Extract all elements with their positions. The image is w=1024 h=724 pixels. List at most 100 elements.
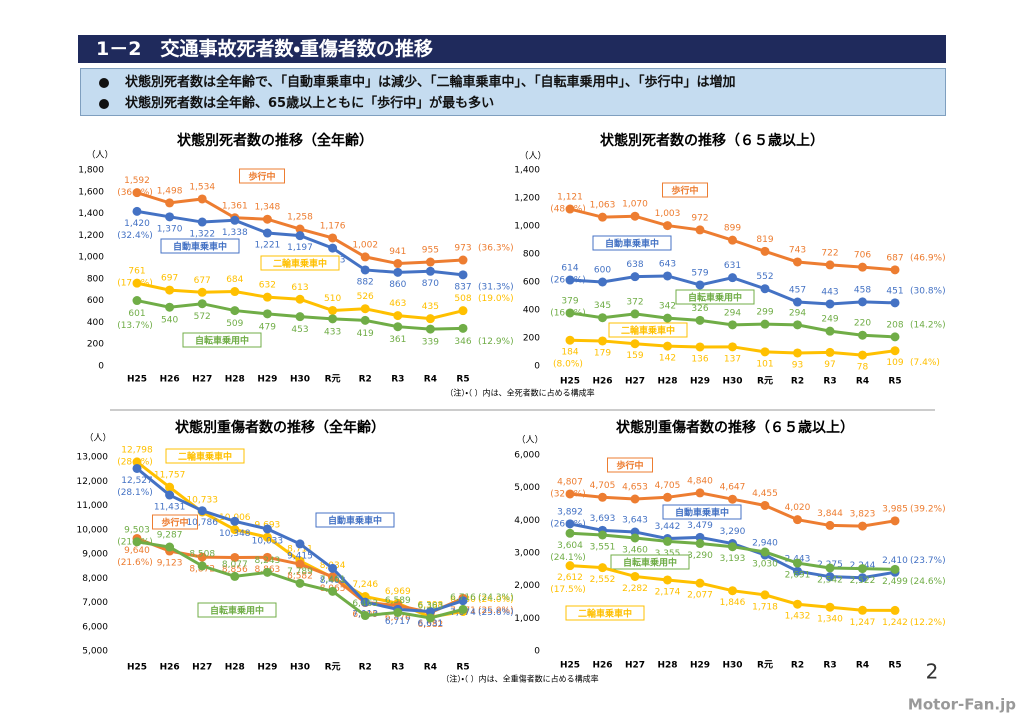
legend-box — [165, 448, 245, 464]
value-label: 2,499 — [882, 577, 908, 587]
value-label: 6,463 — [352, 599, 378, 609]
bullet-text: 状態別死者数は全年齢、65歳以上ともに「歩行中」が最も多い — [125, 96, 495, 111]
data-point — [663, 341, 672, 351]
data-point — [858, 564, 867, 574]
value-label: 1,340 — [817, 615, 843, 625]
data-point — [425, 257, 435, 267]
data-point — [663, 271, 672, 281]
value-label: 4,840 — [687, 476, 713, 486]
value-label: 601 — [128, 309, 145, 319]
x-tick-label: H29 — [690, 661, 710, 671]
data-point — [695, 315, 705, 325]
value-label: 1,846 — [720, 598, 746, 608]
x-tick-label: H30 — [290, 663, 310, 673]
data-point — [262, 214, 272, 224]
value-label: 1,322 — [189, 230, 215, 240]
value-label: 632 — [259, 281, 276, 291]
data-point — [825, 520, 835, 530]
value-label: 2,282 — [622, 584, 648, 594]
legend-box — [607, 457, 653, 473]
data-point — [197, 506, 207, 516]
data-point — [230, 571, 240, 581]
data-point — [262, 309, 272, 319]
value-label: 1,370 — [157, 224, 183, 234]
data-point — [262, 552, 272, 562]
data-point — [565, 528, 575, 538]
y-tick-label: 3,000 — [514, 549, 540, 559]
data-point — [630, 533, 640, 543]
value-label: 2,552 — [590, 575, 616, 585]
data-point — [295, 231, 305, 241]
data-point — [360, 611, 370, 621]
legend-label: 自転車乗用中 — [210, 605, 264, 617]
x-tick-label: R元 — [757, 376, 773, 387]
value-label: 572 — [194, 312, 211, 322]
data-point — [825, 326, 835, 336]
value-label: 600 — [594, 266, 611, 276]
x-tick-label: H26 — [592, 661, 612, 671]
value-label: 1,348 — [255, 203, 281, 213]
y-tick-label: 10,000 — [77, 525, 109, 535]
value-label: 10,786 — [186, 518, 218, 528]
data-point — [565, 561, 575, 571]
note: （注）・（ ）内は、全死者数に占める構成率 — [445, 388, 594, 398]
data-point — [458, 604, 468, 614]
value-label: 453 — [291, 325, 308, 335]
value-label: 510 — [324, 294, 341, 304]
y-tick-label: 7,000 — [82, 598, 108, 608]
value-label: 1,242 — [882, 618, 908, 628]
value-label: 6,716 — [450, 593, 476, 603]
legend-label: 自転車乗用中 — [688, 292, 742, 304]
value-label: 1,592 — [124, 176, 150, 186]
y-tick-label: 800 — [523, 250, 540, 260]
data-point — [695, 488, 705, 498]
value-label: 299 — [756, 308, 773, 318]
x-tick-label: H25 — [560, 377, 580, 387]
x-tick-label: H28 — [225, 375, 245, 385]
data-point — [858, 262, 867, 272]
data-point — [328, 233, 338, 243]
data-point — [328, 243, 338, 253]
legend-box — [608, 322, 688, 338]
data-point — [695, 539, 705, 549]
value-label: 3,460 — [622, 545, 648, 555]
value-label: 743 — [789, 245, 806, 255]
data-point — [793, 320, 802, 330]
y-tick-label: 12,000 — [77, 477, 109, 487]
data-point — [295, 224, 305, 234]
y-tick-label: 600 — [523, 278, 540, 288]
y-tick-label: 400 — [523, 306, 540, 316]
data-point — [197, 217, 207, 227]
x-tick-label: R5 — [888, 377, 901, 387]
value-label: 1,070 — [622, 200, 648, 210]
x-tick-label: R5 — [456, 663, 469, 673]
value-label: 137 — [724, 354, 741, 364]
data-point — [393, 322, 403, 332]
value-label: 8,582 — [287, 572, 313, 582]
y-tick-label: 0 — [534, 362, 540, 372]
data-point — [598, 530, 607, 540]
value-label: 3,693 — [590, 514, 616, 524]
data-point — [890, 265, 900, 275]
x-tick-label: H25 — [560, 661, 580, 671]
data-point — [728, 320, 737, 330]
data-point — [760, 547, 770, 557]
value-label: 4,705 — [590, 481, 616, 491]
x-tick-label: H30 — [290, 375, 310, 385]
data-point — [360, 265, 370, 275]
x-tick-label: H27 — [192, 663, 212, 673]
data-point — [663, 221, 672, 231]
value-label: 1,121 — [557, 193, 583, 203]
value-label: 136 — [691, 354, 708, 364]
share-label: (16.4%) — [550, 308, 586, 318]
value-label: 7,246 — [352, 580, 378, 590]
data-point — [858, 297, 867, 307]
summary-box: 状態別死者数は全年齢で、「自動車乗車中」は減少、「二輪車乗車中」、「自転車乗用中… — [80, 68, 946, 116]
value-label: 1,197 — [287, 243, 313, 253]
data-point — [598, 277, 607, 287]
bullet: 状態別死者数は全年齢、65歳以上ともに「歩行中」が最も多い — [99, 93, 945, 114]
x-tick-label: H26 — [160, 663, 180, 673]
y-tick-label: 5,000 — [82, 647, 108, 657]
data-point — [360, 304, 370, 314]
